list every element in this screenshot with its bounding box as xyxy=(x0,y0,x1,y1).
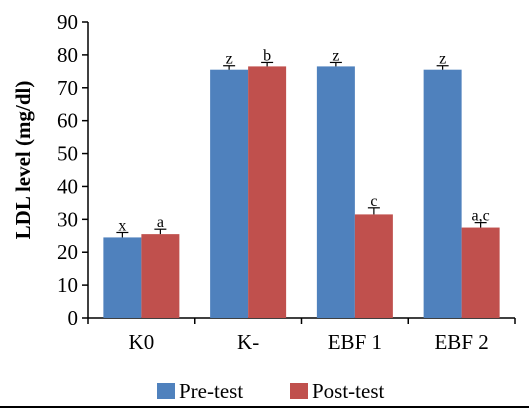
legend-swatch xyxy=(290,383,308,399)
y-tick-label: 70 xyxy=(57,76,78,100)
y-tick-label: 90 xyxy=(57,10,78,34)
y-tick-label: 30 xyxy=(57,207,78,231)
bar-post-test xyxy=(141,234,179,318)
x-category-label: K0 xyxy=(129,330,155,354)
bar-pre-test xyxy=(210,70,248,318)
legend-label: Pre-test xyxy=(179,379,243,403)
x-category-label: K- xyxy=(237,330,259,354)
y-tick-label: 10 xyxy=(57,273,78,297)
significance-label: a,c xyxy=(472,208,490,225)
y-axis-label: LDL level (mg/dl) xyxy=(11,81,35,240)
bar-post-test xyxy=(462,228,500,318)
y-tick-label: 40 xyxy=(57,174,78,198)
significance-label: x xyxy=(118,217,126,234)
significance-label: z xyxy=(439,51,446,68)
plot-area: 0 10 20 30 40 50 60 70 80 90 x a K0 z b K-z c EBF 1 z a,c EB… xyxy=(57,10,515,354)
x-category-label: EBF 1 xyxy=(328,330,382,354)
x-category-label: EBF 2 xyxy=(434,330,488,354)
bar-pre-test xyxy=(103,237,141,318)
significance-label: b xyxy=(263,47,271,64)
bar-pre-test xyxy=(317,66,355,318)
legend-label: Post-test xyxy=(312,379,385,403)
bar-post-test xyxy=(248,66,286,318)
significance-label: c xyxy=(370,193,377,210)
significance-label: a xyxy=(157,214,164,231)
significance-label: z xyxy=(332,47,339,64)
legend: Pre-test Post-test xyxy=(157,379,385,403)
y-tick-label: 0 xyxy=(68,306,79,330)
bar-pre-test xyxy=(424,70,462,318)
significance-label: z xyxy=(226,51,233,68)
bar-post-test xyxy=(355,214,393,318)
y-tick-label: 60 xyxy=(57,109,78,133)
y-tick-label: 50 xyxy=(57,142,78,166)
y-tick-label: 80 xyxy=(57,43,78,67)
y-tick-label: 20 xyxy=(57,240,78,264)
legend-swatch xyxy=(157,383,175,399)
